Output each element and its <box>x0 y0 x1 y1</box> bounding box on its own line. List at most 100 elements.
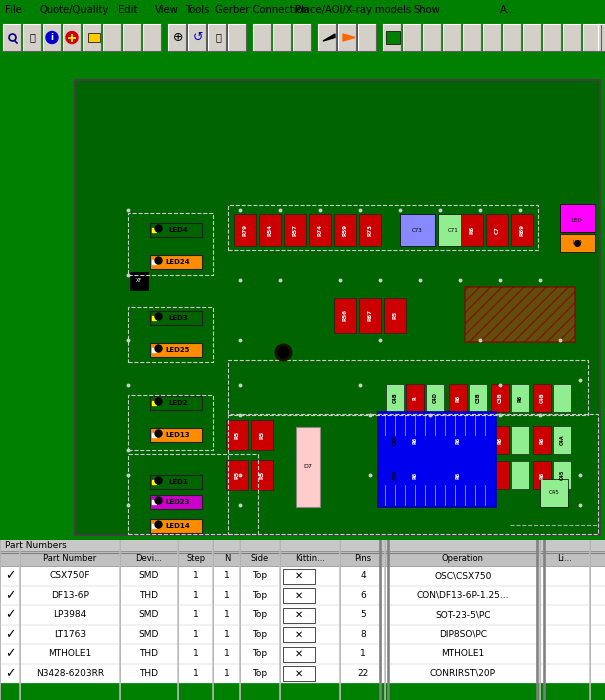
Text: 4: 4 <box>360 571 366 580</box>
Bar <box>438 214 468 246</box>
Bar <box>406 426 424 454</box>
Bar <box>3 24 21 51</box>
Text: R73: R73 <box>367 224 373 236</box>
Bar <box>403 24 421 51</box>
Text: C40: C40 <box>393 470 397 480</box>
Text: ✕: ✕ <box>295 668 303 678</box>
Bar <box>0 644 605 664</box>
Text: 1: 1 <box>224 668 230 678</box>
Text: Place/AOI/X-ray models: Place/AOI/X-ray models <box>295 5 411 15</box>
Bar <box>491 461 509 489</box>
Bar <box>443 24 461 51</box>
Bar <box>386 31 400 44</box>
Bar <box>469 426 487 454</box>
Text: R6: R6 <box>469 226 474 234</box>
Text: Operation: Operation <box>442 554 484 563</box>
Bar <box>511 214 533 246</box>
Text: Li...: Li... <box>558 554 572 563</box>
Bar <box>123 24 141 51</box>
Text: R6: R6 <box>413 471 417 479</box>
Bar <box>461 214 483 246</box>
Bar <box>226 420 248 450</box>
Text: DF13-6P: DF13-6P <box>51 591 89 600</box>
Bar <box>130 272 148 290</box>
Polygon shape <box>343 34 355 41</box>
Bar <box>386 461 404 489</box>
Text: MTHOLE1: MTHOLE1 <box>48 650 91 658</box>
Text: C73: C73 <box>411 228 422 232</box>
Bar <box>309 214 331 246</box>
Text: Gerber Connection: Gerber Connection <box>215 5 309 15</box>
Text: MTHOLE1: MTHOLE1 <box>442 650 485 658</box>
Text: Step: Step <box>186 554 206 563</box>
Bar <box>296 427 320 507</box>
Text: LED1: LED1 <box>168 479 188 485</box>
Text: D7: D7 <box>304 465 312 470</box>
Text: LED24: LED24 <box>166 259 191 265</box>
Text: 1: 1 <box>360 650 366 658</box>
Bar <box>63 24 81 51</box>
Bar <box>293 24 311 51</box>
Bar <box>359 298 381 332</box>
Text: ✕: ✕ <box>295 590 303 601</box>
Bar <box>400 214 435 246</box>
Text: THD: THD <box>140 668 159 678</box>
Bar <box>0 540 605 552</box>
Bar <box>273 24 291 51</box>
Bar <box>449 384 467 412</box>
Text: R57: R57 <box>292 224 298 236</box>
Bar <box>75 80 600 535</box>
Text: Show: Show <box>413 5 440 15</box>
Text: R6: R6 <box>413 436 417 444</box>
Bar <box>511 426 529 454</box>
Text: 1: 1 <box>193 668 199 678</box>
Text: 1: 1 <box>224 630 230 638</box>
Bar <box>491 426 509 454</box>
Text: Kittin...: Kittin... <box>295 554 325 563</box>
Text: ✕: ✕ <box>295 629 303 639</box>
Text: ✓: ✓ <box>5 628 15 640</box>
Bar <box>384 298 406 332</box>
Text: Top: Top <box>252 668 267 678</box>
Text: THD: THD <box>140 591 159 600</box>
Text: LED: LED <box>572 241 582 246</box>
Bar <box>491 384 509 412</box>
Bar <box>259 214 281 246</box>
Text: ✓: ✓ <box>5 569 15 582</box>
Text: 6: 6 <box>360 591 366 600</box>
Bar <box>283 588 315 603</box>
Bar <box>358 24 376 51</box>
Bar <box>283 568 315 584</box>
Bar <box>150 519 202 533</box>
Text: C45: C45 <box>549 491 560 496</box>
Bar <box>284 214 306 246</box>
Bar <box>543 24 561 51</box>
Text: N: N <box>224 554 230 563</box>
Bar <box>208 24 226 51</box>
Text: CONRIRST\20P: CONRIRST\20P <box>430 668 496 678</box>
Text: R5: R5 <box>235 431 240 439</box>
Text: View: View <box>155 5 178 15</box>
Text: R69: R69 <box>520 224 525 236</box>
Bar <box>228 360 588 415</box>
Bar <box>168 24 186 51</box>
Bar <box>449 426 467 454</box>
Text: R6: R6 <box>540 471 544 479</box>
Bar <box>483 24 501 51</box>
Bar <box>334 214 356 246</box>
Text: THD: THD <box>140 650 159 658</box>
Bar <box>0 624 605 644</box>
Text: Edit: Edit <box>118 5 137 15</box>
Text: R6: R6 <box>456 471 460 479</box>
Bar <box>150 311 202 325</box>
Text: 1: 1 <box>224 571 230 580</box>
Bar <box>43 24 61 51</box>
Text: R6: R6 <box>517 394 523 402</box>
Bar <box>406 384 424 412</box>
Text: C3B: C3B <box>497 393 503 403</box>
Text: Top: Top <box>252 610 267 620</box>
Text: 1: 1 <box>193 630 199 638</box>
Bar <box>251 460 273 490</box>
Text: Part Numbers: Part Numbers <box>5 542 67 550</box>
Text: 22: 22 <box>358 668 368 678</box>
